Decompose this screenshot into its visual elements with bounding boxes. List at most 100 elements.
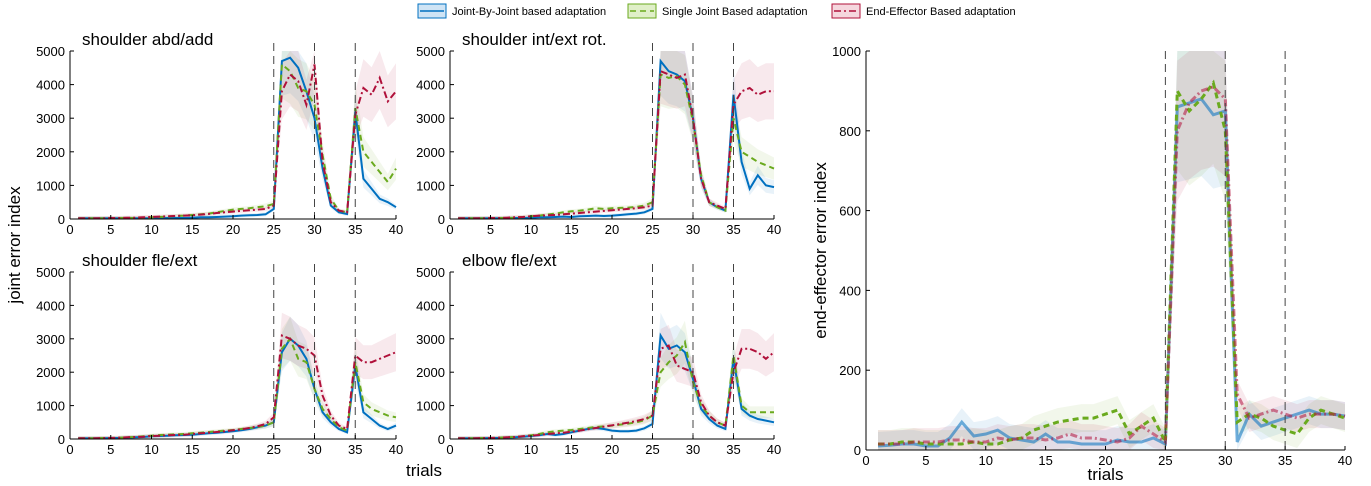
x-tick-label: 30 [686, 442, 700, 457]
series-line [78, 336, 397, 440]
x-tick-label: 10 [144, 222, 158, 237]
x-tick-label: 0 [446, 222, 453, 237]
legend: Joint-By-Joint based adaptation Single Jo… [417, 3, 1016, 19]
x-tick-label: 35 [726, 442, 740, 457]
x-tick-label: 40 [1338, 453, 1352, 468]
y-tick-label: 1000 [832, 44, 861, 59]
y-tick-label: 5000 [36, 265, 65, 280]
x-tick-label: 40 [389, 442, 403, 457]
x-tick-label: 0 [66, 442, 73, 457]
panel-title: shoulder int/ext rot. [462, 30, 607, 49]
legend-entry: Single Joint Based adaptation [627, 3, 808, 19]
series-band [458, 324, 774, 439]
legend-label: Single Joint Based adaptation [662, 6, 808, 18]
y-tick-label: 1000 [36, 399, 65, 414]
y-tick-label: 4000 [36, 298, 65, 313]
x-tick-label: 10 [524, 442, 538, 457]
x-tick-label: 5 [487, 222, 494, 237]
x-tick-label: 25 [645, 442, 659, 457]
x-tick-label: 10 [524, 222, 538, 237]
y-tick-label: 5000 [36, 44, 65, 59]
series-band [878, 51, 1345, 450]
series-line [878, 79, 1346, 446]
series-line [78, 64, 397, 220]
x-tick-label: 5 [107, 442, 114, 457]
x-tick-label: 20 [1098, 453, 1112, 468]
x-tick-label: 40 [767, 222, 781, 237]
x-tick-label: 30 [1218, 453, 1232, 468]
x-tick-label: 0 [446, 442, 453, 457]
series-band [878, 51, 1345, 450]
x-tick-label: 25 [267, 222, 281, 237]
y-tick-label: 1000 [416, 399, 445, 414]
y-tick-label: 4000 [416, 78, 445, 93]
x-tick-label: 25 [267, 442, 281, 457]
x-tick-label: 15 [185, 222, 199, 237]
y-tick-label: 4000 [36, 78, 65, 93]
x-tick-label: 5 [107, 222, 114, 237]
series-band [458, 51, 774, 219]
y-tick-label: 0 [438, 212, 445, 227]
x-tick-label: 40 [389, 222, 403, 237]
x-tick-label: 15 [185, 442, 199, 457]
y-tick-label: 2000 [416, 365, 445, 380]
x-tick-label: 35 [348, 442, 362, 457]
x-tick-label: 25 [645, 222, 659, 237]
x-tick-label: 25 [1158, 453, 1172, 468]
x-tick-label: 10 [979, 453, 993, 468]
series-line [877, 97, 1346, 448]
series-line [458, 69, 774, 220]
y-tick-label: 800 [839, 124, 861, 139]
x-tick-label: 5 [487, 442, 494, 457]
y-axis-label: end-effector error index [811, 162, 830, 339]
x-tick-label: 40 [767, 442, 781, 457]
panels: 0 5 10 15 20 25 30 35 40010002000300040005000sho… [36, 30, 1352, 484]
series-line [458, 339, 774, 440]
x-tick-label: 0 [862, 453, 869, 468]
series-line [78, 56, 397, 220]
y-tick-label: 1000 [416, 178, 445, 193]
x-axis-label: trials [1088, 465, 1124, 484]
y-tick-label: 0 [58, 432, 65, 447]
y-tick-label: 200 [839, 363, 861, 378]
legend-entry: End-Effector Based adaptation [831, 3, 1016, 19]
y-tick-label: 0 [854, 443, 861, 458]
chart-panel: 0 5 10 15 20 25 30 35 40 0 1000 2000 3000 4000 5000 elb… [416, 251, 781, 457]
series-line [78, 62, 397, 220]
chart-panel: 0 5 10 15 20 25 30 35 40 0 1000 2000 3000 4000 5000 sho… [416, 30, 781, 237]
left-x-axis-label: trials [406, 461, 442, 480]
x-tick-label: 15 [564, 222, 578, 237]
chart-panel: 0 5 10 15 20 25 30 35 40 0 1000 2000 3000 4000 5000 sho… [36, 251, 403, 457]
x-tick-label: 10 [144, 442, 158, 457]
panel-title: elbow fle/ext [462, 251, 557, 270]
legend-entry: Joint-By-Joint based adaptation [417, 3, 606, 19]
y-tick-label: 2000 [416, 145, 445, 160]
legend-label: End-Effector Based adaptation [866, 6, 1016, 18]
series-band [878, 51, 1345, 450]
x-tick-label: 30 [686, 222, 700, 237]
y-tick-label: 3000 [36, 332, 65, 347]
y-tick-label: 2000 [36, 365, 65, 380]
x-tick-label: 30 [307, 442, 321, 457]
y-tick-label: 5000 [416, 44, 445, 59]
y-tick-label: 2000 [36, 145, 65, 160]
series-line [458, 58, 775, 220]
chart-panel: 0 5 10 15 20 25 30 35 40 0 1000 2000 3000 4000 5000 sho… [36, 30, 403, 237]
x-tick-label: 0 [66, 222, 73, 237]
y-tick-label: 0 [438, 432, 445, 447]
y-tick-label: 0 [58, 212, 65, 227]
x-tick-label: 30 [307, 222, 321, 237]
legend-label: Joint-By-Joint based adaptation [452, 6, 606, 18]
x-tick-label: 20 [605, 442, 619, 457]
x-tick-label: 15 [1038, 453, 1052, 468]
y-tick-label: 3000 [36, 111, 65, 126]
x-tick-label: 20 [605, 222, 619, 237]
y-tick-label: 400 [839, 283, 861, 298]
series-line [878, 85, 1346, 446]
x-tick-label: 35 [1278, 453, 1292, 468]
x-tick-label: 5 [922, 453, 929, 468]
y-tick-label: 600 [839, 204, 861, 219]
x-tick-label: 20 [226, 222, 240, 237]
y-tick-label: 3000 [416, 332, 445, 347]
